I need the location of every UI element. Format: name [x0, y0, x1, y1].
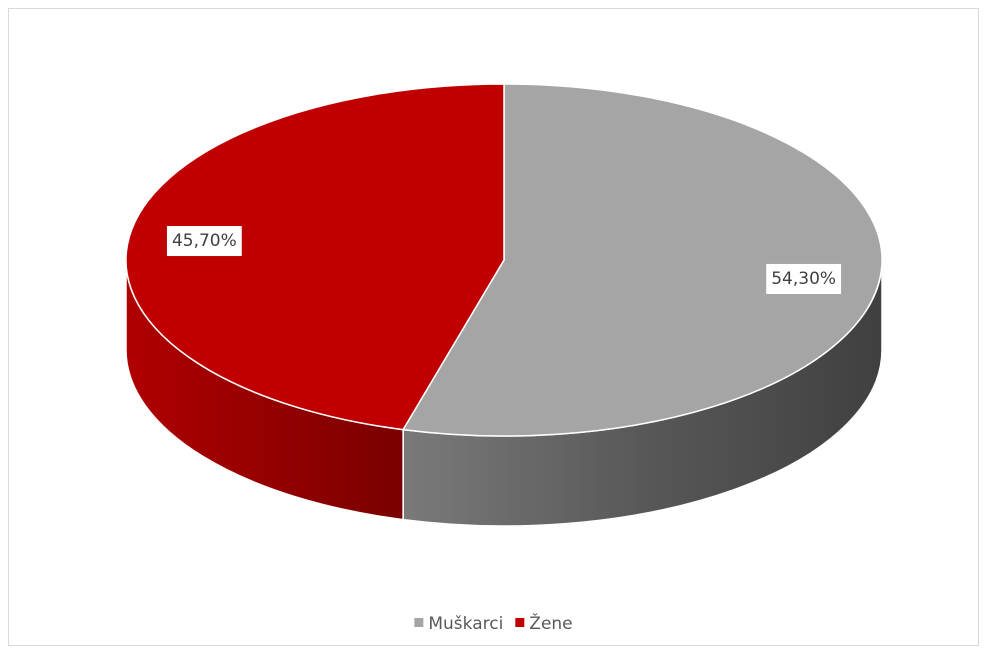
legend-swatch — [515, 618, 525, 627]
slice — [401, 83, 883, 437]
legend-label: Žene — [529, 612, 572, 634]
data-label-box — [766, 263, 842, 294]
legend-swatch — [414, 618, 424, 627]
slice — [125, 83, 505, 431]
data-label-box — [166, 226, 242, 257]
legend-label: Muškarci — [428, 614, 503, 634]
data-label: 54,30% — [771, 269, 836, 289]
data-label: 45,70% — [172, 231, 237, 251]
